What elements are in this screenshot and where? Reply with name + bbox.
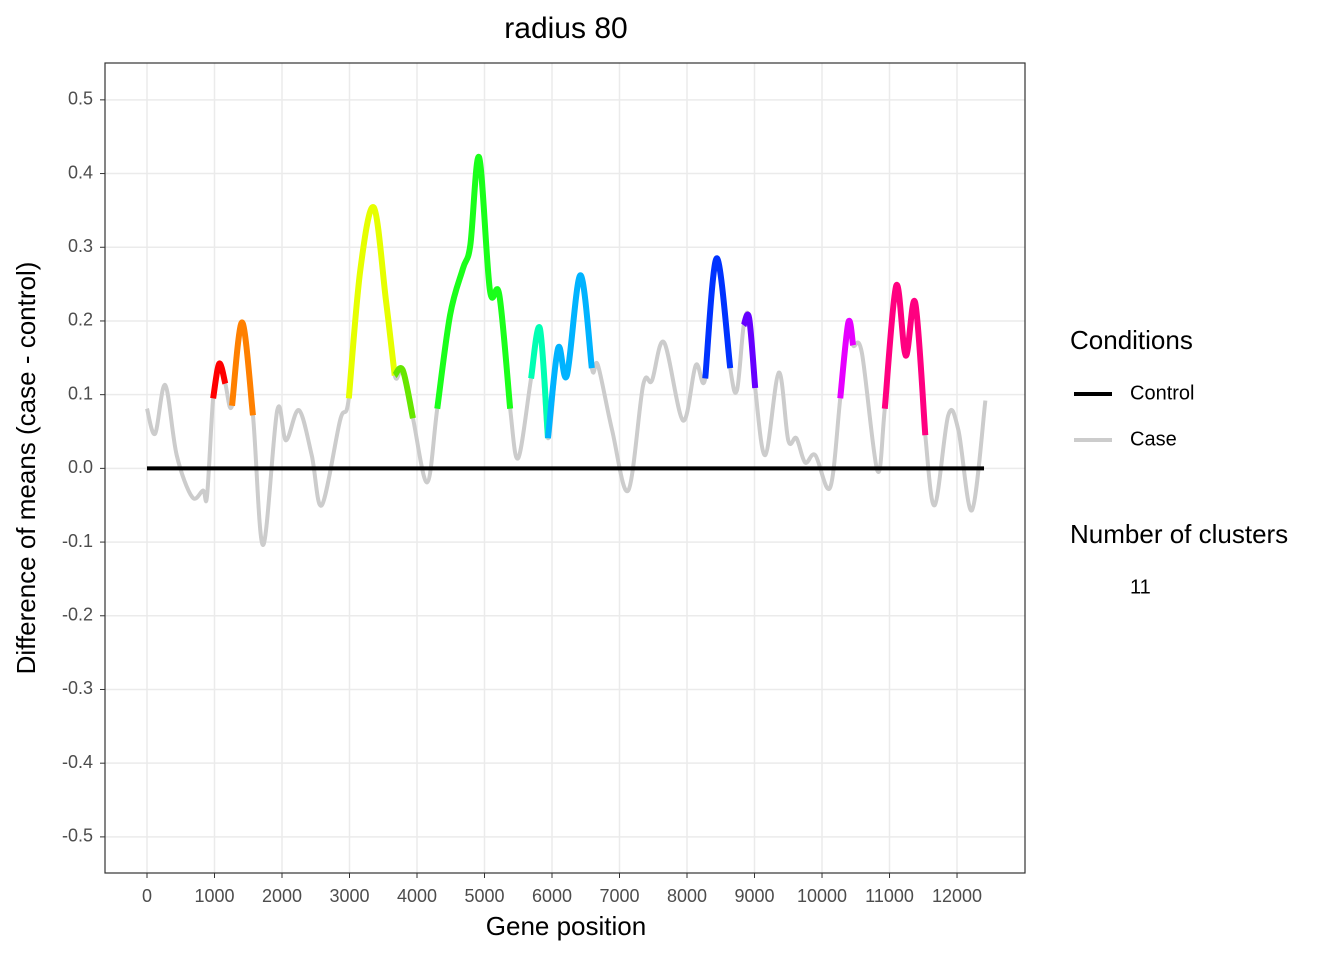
x-tick-label: 1000 — [194, 886, 234, 906]
series-line — [145, 155, 988, 548]
cluster-line — [544, 272, 595, 439]
cluster-line — [229, 319, 256, 416]
y-tick-label: 0.0 — [68, 457, 93, 477]
x-tick-label: 0 — [142, 886, 152, 906]
x-tick-label: 3000 — [329, 886, 369, 906]
cluster-legend-title: Number of clusters — [1070, 519, 1288, 549]
cluster-line — [210, 360, 229, 399]
cluster-line — [528, 324, 551, 439]
x-tick-label: 6000 — [532, 886, 572, 906]
x-axis-title: Gene position — [486, 911, 646, 941]
cluster-line — [837, 317, 857, 399]
cluster-line — [702, 255, 734, 379]
cluster-line — [392, 365, 416, 419]
legend-label: Control — [1130, 382, 1194, 404]
x-tick-label: 2000 — [262, 886, 302, 906]
x-tick-label: 7000 — [599, 886, 639, 906]
legend-label: Case — [1130, 428, 1177, 450]
cluster-line — [434, 154, 514, 410]
x-tick-label: 8000 — [667, 886, 707, 906]
plot-border — [104, 62, 1026, 874]
y-tick-label: 0.1 — [68, 383, 93, 403]
x-tick-label: 10000 — [797, 886, 847, 906]
cluster-line — [881, 282, 929, 436]
cluster-line — [740, 311, 759, 389]
x-tick-label: 5000 — [464, 886, 504, 906]
x-tick-label: 11000 — [865, 886, 914, 906]
cluster-count: 11 — [1130, 576, 1151, 598]
y-tick-label: -0.1 — [62, 531, 93, 551]
y-tick-label: 0.5 — [68, 89, 93, 109]
y-axis-title: Difference of means (case - control) — [11, 262, 41, 675]
chart-title: radius 80 — [504, 12, 627, 45]
y-tick-label: -0.2 — [62, 605, 93, 625]
y-tick-label: -0.4 — [62, 752, 93, 772]
x-tick-label: 9000 — [734, 886, 774, 906]
x-tick-label: 4000 — [397, 886, 437, 906]
y-tick-label: 0.2 — [68, 310, 93, 330]
y-tick-label: -0.3 — [62, 678, 93, 698]
cluster-line — [345, 204, 398, 399]
y-tick-label: -0.5 — [62, 826, 93, 846]
y-tick-label: 0.3 — [68, 236, 93, 256]
legend-title: Conditions — [1070, 325, 1193, 355]
x-tick-label: 12000 — [932, 886, 982, 906]
y-tick-label: 0.4 — [68, 162, 93, 182]
